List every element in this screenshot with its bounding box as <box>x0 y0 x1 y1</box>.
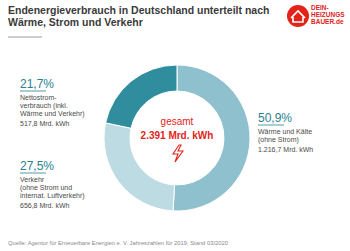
label-rule <box>20 173 46 174</box>
text-line: (ohne Strom und <box>20 184 72 192</box>
amount-label: 1.216,7 Mrd. kWh <box>258 146 313 153</box>
total-label: 2.391 Mrd. kWh <box>141 130 214 141</box>
amount-label: 656,8 Mrd. kWh <box>20 202 70 209</box>
text-line: Endenergieverbrauch in Deutschland unter… <box>8 4 269 16</box>
logo-text: DEIN- <box>311 4 329 11</box>
title-rule <box>8 37 42 38</box>
value-label: 50,9% <box>258 111 292 125</box>
lightning-icon <box>173 145 183 162</box>
category-label: Verkehr(ohne Strom undinternat. Luftverk… <box>20 176 85 200</box>
amount-label: 517,8 Mrd. kWh <box>20 120 70 127</box>
category-label: Nettostrom-verbrauch (inkl.Wärme und Ver… <box>20 94 85 118</box>
title: Endenergieverbrauch in Deutschland unter… <box>8 4 269 28</box>
source: Quelle: Agentur für Erneuerbare Energien… <box>8 240 228 246</box>
label-rule <box>20 91 46 92</box>
logo-circle <box>287 5 309 27</box>
logo-text: BAUER.de <box>311 18 344 25</box>
text-line: internat. Luftverkehr) <box>20 192 85 200</box>
text-line: Wärme und Kälte <box>258 128 312 135</box>
slice-label: 21,7% Nettostrom-verbrauch (inkl.Wärme un… <box>20 77 85 127</box>
logo: DEIN-HEIZUNGSBAUER.de <box>287 4 345 27</box>
text-line: Wärme, Strom und Verkehr <box>8 16 143 28</box>
chart: Endenergieverbrauch in Deutschland unter… <box>0 0 350 251</box>
logo-text: HEIZUNGS <box>311 11 345 18</box>
slices <box>104 65 250 211</box>
text-line: verbrauch (inkl. <box>20 102 68 110</box>
text-line: Nettostrom- <box>20 94 57 101</box>
text-line: Wärme und Verkehr) <box>20 110 85 118</box>
slice-label: 27,5% Verkehr(ohne Strom undinternat. Luf… <box>20 159 85 209</box>
logo-house <box>291 11 305 22</box>
text-line: (ohne Strom) <box>258 136 299 144</box>
text-line: Verkehr <box>20 176 45 183</box>
label-rule <box>258 125 284 126</box>
slice-label: 50,9% Wärme und Kälte(ohne Strom) 1.216,7 … <box>258 111 313 153</box>
value-label: 27,5% <box>20 159 54 173</box>
category-label: Wärme und Kälte(ohne Strom) <box>258 128 312 144</box>
value-label: 21,7% <box>20 77 54 91</box>
total-text: gesamt <box>161 116 194 127</box>
